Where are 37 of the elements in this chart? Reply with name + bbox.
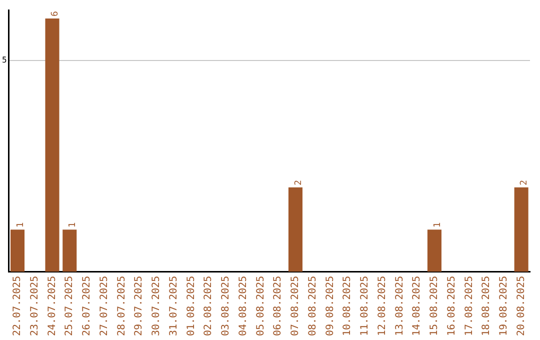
x-tick-label: 02.08.2025 <box>203 276 214 336</box>
x-tick-label: 10.08.2025 <box>342 276 354 336</box>
data-label: 1 <box>16 222 26 228</box>
data-label: 2 <box>520 180 530 186</box>
x-tick-label: 13.08.2025 <box>394 276 406 336</box>
x-tick-label: 18.08.2025 <box>481 276 492 336</box>
x-tick-label: 01.08.2025 <box>186 276 197 336</box>
data-label: 2 <box>294 180 304 186</box>
x-tick-label: 08.08.2025 <box>307 276 318 336</box>
y-tick-label: 5 <box>2 56 7 65</box>
x-tick-label: 23.07.2025 <box>29 276 40 336</box>
x-tick-label: 28.07.2025 <box>116 276 128 336</box>
x-tick-label: 05.08.2025 <box>255 276 266 336</box>
x-tick-label: 20.08.2025 <box>516 276 527 336</box>
x-tick-label: 14.08.2025 <box>412 276 423 336</box>
x-tick-label: 30.07.2025 <box>151 276 162 336</box>
x-tick-label: 29.07.2025 <box>134 276 145 336</box>
x-tick-label: 17.08.2025 <box>464 276 475 336</box>
x-tick-label: 03.08.2025 <box>220 276 232 336</box>
x-tick-label: 31.07.2025 <box>168 276 180 336</box>
x-tick-label: 27.07.2025 <box>98 276 110 336</box>
x-tick-label: 22.07.2025 <box>12 276 24 336</box>
x-tick-label: 25.07.2025 <box>64 276 76 336</box>
x-tick-label: 06.08.2025 <box>272 276 284 336</box>
x-tick-label: 09.08.2025 <box>324 276 336 336</box>
x-tick-label: 15.08.2025 <box>429 276 440 336</box>
x-tick-label: 04.08.2025 <box>238 276 249 336</box>
x-tick-label: 24.07.2025 <box>46 276 58 336</box>
x-tick-label: 12.08.2025 <box>376 276 388 336</box>
x-tick-label: 19.08.2025 <box>498 276 510 336</box>
x-tick-label: 16.08.2025 <box>446 276 458 336</box>
x-tick-label: 26.07.2025 <box>82 276 93 336</box>
data-label: 1 <box>68 222 78 228</box>
data-label: 6 <box>50 11 61 16</box>
x-tick-label: 11.08.2025 <box>360 276 371 336</box>
x-tick-label: 07.08.2025 <box>290 276 302 336</box>
data-label: 1 <box>432 222 443 228</box>
